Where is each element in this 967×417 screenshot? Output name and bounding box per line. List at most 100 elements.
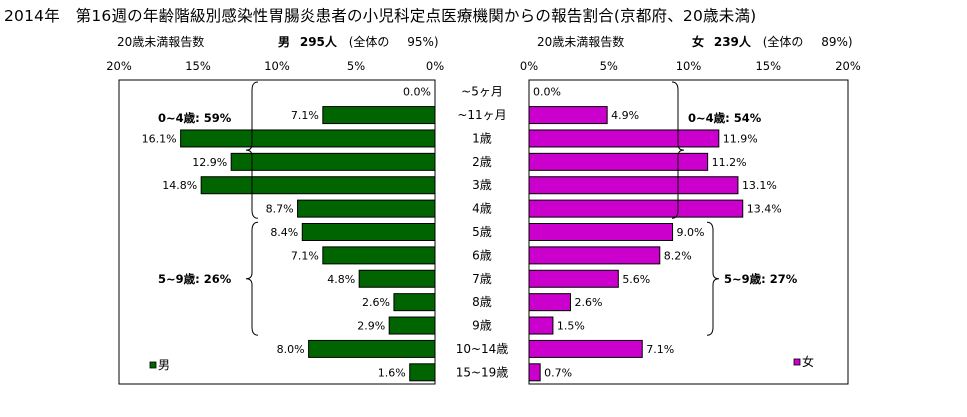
female-axis-tick: 0% — [520, 59, 538, 73]
male-axis-tick: 20% — [106, 59, 132, 73]
male-data-label: 14.8% — [162, 179, 197, 192]
right-header: 20歳未満報告数 — [537, 33, 624, 50]
female-data-label: 2.6% — [574, 296, 602, 309]
female-data-label: 9.0% — [677, 226, 705, 239]
left-caption: 20歳未満報告数 — [117, 35, 205, 49]
male-legend-label: 男 — [158, 358, 170, 372]
female-group-label-5-9: 5~9歳: 27% — [724, 272, 798, 286]
male-axis-tick: 15% — [185, 59, 211, 73]
male-group-label-5-9: 5~9歳: 26% — [158, 272, 232, 286]
category-label: ~5ヶ月 — [461, 85, 503, 99]
male-bar — [322, 246, 436, 265]
female-data-label: 13.1% — [742, 179, 777, 192]
female-axis-tick: 10% — [676, 59, 702, 73]
right-count: 239人 — [713, 35, 751, 49]
male-bar — [230, 152, 436, 171]
left-count: 295人 — [299, 35, 337, 49]
male-bar — [322, 106, 436, 125]
female-bar — [528, 363, 541, 382]
right-sex: 女 — [692, 35, 705, 49]
female-axis-tick: 5% — [600, 59, 618, 73]
male-bar — [358, 269, 436, 288]
category-label: 3歳 — [472, 178, 492, 192]
female-bar — [528, 129, 720, 148]
female-bar — [528, 176, 739, 195]
male-axis-tick: 10% — [264, 59, 290, 73]
female-legend-swatch — [793, 358, 801, 366]
male-axis-tick: 5% — [347, 59, 365, 73]
left-share-value: 95%) — [407, 35, 439, 49]
category-label: 6歳 — [472, 248, 492, 262]
left-header-stats: 男 295人 (全体の 95%) — [278, 33, 439, 50]
male-bar — [393, 293, 436, 312]
female-data-label: 4.9% — [611, 109, 639, 122]
category-label: 10~14歳 — [456, 342, 509, 356]
male-brace-5-9 — [245, 221, 259, 336]
category-label: 1歳 — [472, 131, 492, 145]
female-data-label: 7.1% — [646, 343, 674, 356]
left-header: 20歳未満報告数 — [117, 33, 204, 50]
male-bar — [308, 339, 436, 358]
male-data-label: 2.9% — [357, 320, 385, 333]
female-data-label: 13.4% — [747, 203, 782, 216]
female-bar — [528, 223, 674, 241]
male-data-label: 7.1% — [291, 109, 319, 122]
female-data-label: 0.7% — [544, 366, 572, 379]
category-label: 9歳 — [472, 319, 492, 333]
male-data-label: 1.6% — [378, 366, 406, 379]
female-bar — [528, 293, 571, 312]
female-data-label: 0.0% — [533, 86, 561, 99]
chart-title: 2014年 第16週の年齢階級別感染性胃腸炎患者の小児科定点医療機関からの報告割… — [4, 7, 757, 25]
right-header-stats: 女 239人 (全体の 89%) — [692, 33, 853, 50]
male-bar — [297, 199, 436, 218]
category-label: 15~19歳 — [456, 365, 509, 379]
female-legend-label: 女 — [802, 354, 814, 369]
left-sex: 男 — [278, 35, 291, 49]
female-axis-tick: 20% — [835, 59, 861, 73]
female-data-label: 11.9% — [723, 132, 758, 145]
male-axis-tick: 0% — [426, 59, 444, 73]
male-bar — [200, 176, 436, 195]
female-data-label: 11.2% — [712, 156, 747, 169]
male-data-label: 4.8% — [327, 273, 355, 286]
female-group-label-0-4: 0~4歳: 54% — [688, 111, 762, 125]
male-data-label: 8.0% — [277, 343, 305, 356]
male-legend-swatch — [149, 361, 157, 369]
category-label: 7歳 — [472, 272, 492, 286]
female-axis-tick: 15% — [755, 59, 781, 73]
category-label: ~11ヶ月 — [457, 108, 506, 122]
male-data-label: 0.0% — [403, 86, 431, 99]
category-label: 4歳 — [472, 202, 492, 216]
male-bar — [409, 363, 436, 382]
female-brace-0-4 — [671, 81, 685, 219]
male-data-label: 2.6% — [362, 296, 390, 309]
left-share-label: (全体の — [348, 35, 390, 49]
category-label: 2歳 — [472, 155, 492, 169]
male-bar — [388, 316, 436, 335]
male-data-label: 8.4% — [270, 226, 298, 239]
right-share-value: 89%) — [821, 35, 853, 49]
male-data-label: 7.1% — [291, 249, 319, 262]
right-share-label: (全体の — [762, 35, 804, 49]
male-brace-0-4 — [245, 81, 259, 219]
female-data-label: 1.5% — [557, 320, 585, 333]
category-label: 5歳 — [472, 225, 492, 239]
female-bar — [528, 199, 744, 218]
male-data-label: 12.9% — [192, 156, 227, 169]
female-bar — [528, 106, 608, 125]
female-bar — [528, 316, 554, 335]
female-data-label: 8.2% — [664, 249, 692, 262]
category-label: 8歳 — [472, 295, 492, 309]
female-bar — [528, 152, 709, 171]
male-data-label: 8.7% — [266, 203, 294, 216]
male-bar — [301, 223, 436, 241]
male-group-label-0-4: 0~4歳: 59% — [158, 111, 232, 125]
right-caption: 20歳未満報告数 — [537, 35, 625, 49]
female-bar — [528, 269, 619, 288]
female-brace-5-9 — [706, 221, 720, 336]
female-bar — [528, 246, 661, 265]
male-bar — [180, 129, 436, 148]
male-data-label: 16.1% — [142, 132, 177, 145]
female-bar — [528, 339, 643, 358]
